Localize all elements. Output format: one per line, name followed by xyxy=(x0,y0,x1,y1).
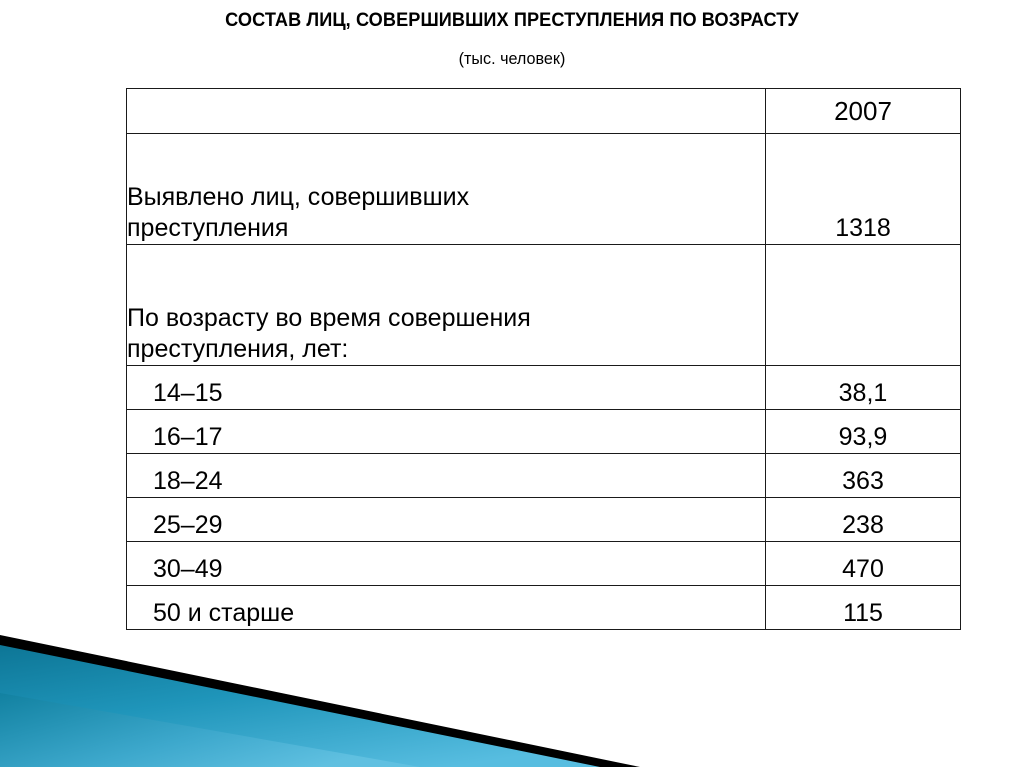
crime-by-age-table: 2007 Выявлено лиц, совершивших преступле… xyxy=(126,88,961,630)
table-row: Выявлено лиц, совершивших преступления 1… xyxy=(126,133,961,245)
row-value-16-17: 93,9 xyxy=(765,409,961,454)
row-label-50-plus: 50 и старше xyxy=(126,585,766,630)
page-subtitle: (тыс. человек) xyxy=(458,49,566,68)
row-value-25-29: 238 xyxy=(765,497,961,542)
row-value-18-24: 363 xyxy=(765,453,961,498)
row-label-total: Выявлено лиц, совершивших преступления xyxy=(126,133,766,245)
table-row: 18–24 363 xyxy=(126,453,961,498)
black-diagonal-band xyxy=(0,635,640,767)
row-label-16-17: 16–17 xyxy=(126,409,766,454)
pale-blue-band xyxy=(0,655,1024,767)
row-label-30-49: 30–49 xyxy=(126,541,766,586)
table-row: По возрасту во время совершения преступл… xyxy=(126,244,961,366)
title-block: СОСТАВ ЛИЦ, СОВЕРШИВШИХ ПРЕСТУПЛЕНИЯ ПО … xyxy=(0,8,1024,69)
teal-gradient-triangle-highlight xyxy=(0,693,420,767)
row-label-25-29: 25–29 xyxy=(126,497,766,542)
header-cell-blank xyxy=(126,88,766,134)
table-row: 14–15 38,1 xyxy=(126,365,961,410)
stats-table-container: 2007 Выявлено лиц, совершивших преступле… xyxy=(126,88,961,630)
row-value-50-plus: 115 xyxy=(765,585,961,630)
table-header-row: 2007 xyxy=(126,88,961,134)
table-row: 50 и старше 115 xyxy=(126,585,961,630)
row-label-line1: По возрасту во время совершения xyxy=(127,304,531,332)
row-value-total: 1318 xyxy=(765,133,961,245)
row-label-line2: преступления xyxy=(127,214,289,242)
table-row: 30–49 470 xyxy=(126,541,961,586)
page-title: СОСТАВ ЛИЦ, СОВЕРШИВШИХ ПРЕСТУПЛЕНИЯ ПО … xyxy=(225,9,799,31)
row-value-30-49: 470 xyxy=(765,541,961,586)
row-value-14-15: 38,1 xyxy=(765,365,961,410)
table-row: 16–17 93,9 xyxy=(126,409,961,454)
row-label-line1: Выявлено лиц, совершивших xyxy=(127,183,470,211)
row-label-age-section: По возрасту во время совершения преступл… xyxy=(126,244,766,366)
table-row: 25–29 238 xyxy=(126,497,961,542)
row-label-14-15: 14–15 xyxy=(126,365,766,410)
header-cell-year: 2007 xyxy=(765,88,961,134)
teal-gradient-triangle xyxy=(0,645,600,767)
pale-blue-band-upper xyxy=(0,643,624,767)
row-label-18-24: 18–24 xyxy=(126,453,766,498)
row-label-line2: преступления, лет: xyxy=(127,335,349,363)
row-value-age-section xyxy=(765,244,961,366)
